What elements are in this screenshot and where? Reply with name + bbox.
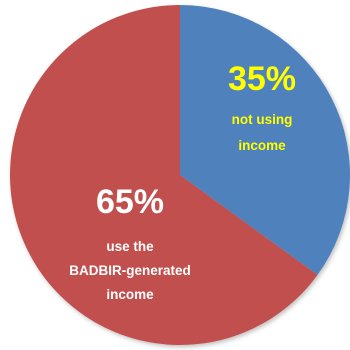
slice-description-line: income — [238, 138, 286, 153]
slice-description-line: BADBIR-generated — [69, 263, 191, 278]
slice-percent-label-1: 35% — [228, 60, 296, 98]
pie-slice-1 — [180, 5, 350, 275]
slice-description-line: income — [106, 287, 154, 302]
pie-slice-2 — [10, 5, 318, 346]
slice-description-line: use the — [106, 239, 154, 254]
slice-description-line: not using — [232, 112, 293, 127]
slice-percent-label-2: 65% — [96, 183, 164, 221]
